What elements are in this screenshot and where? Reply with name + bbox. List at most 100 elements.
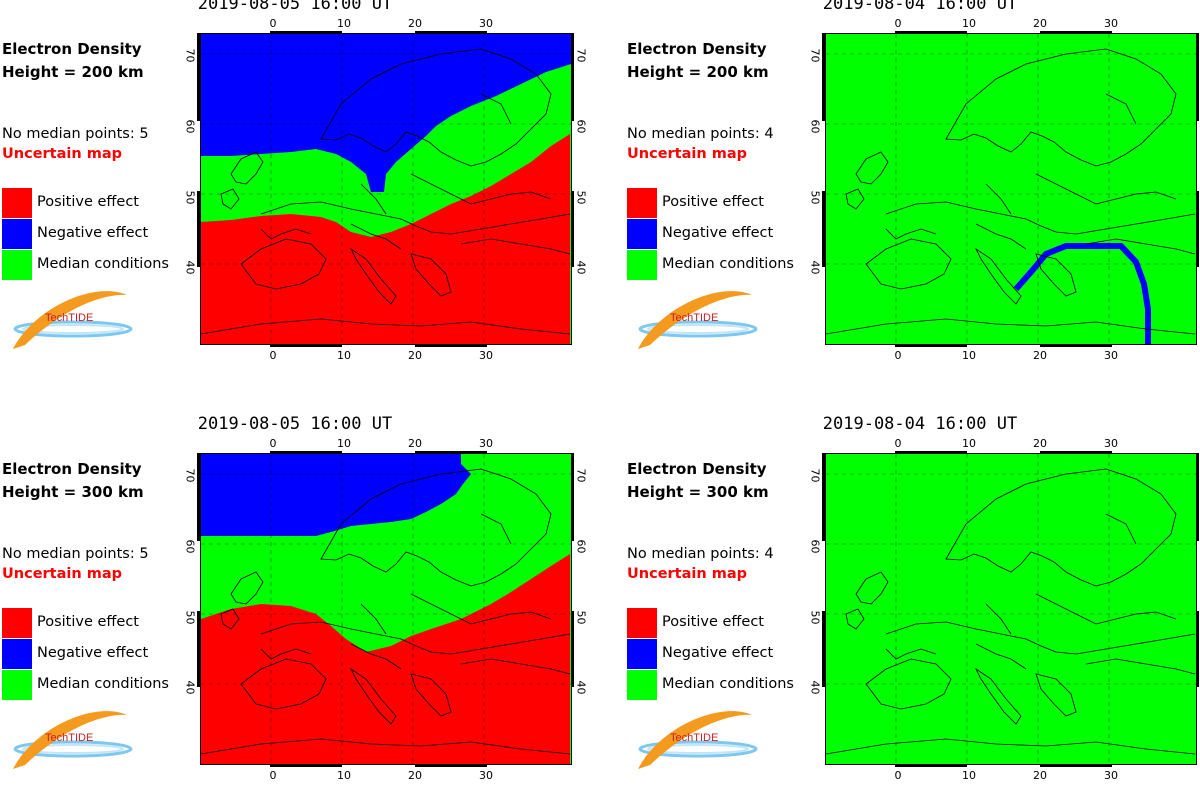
legend-label: Positive effect [37,194,139,210]
legend-swatch-median [627,250,657,280]
x-tick-top: 30 [479,437,493,450]
legend-median: Median conditions [2,250,182,280]
parameter-label: Electron Density [2,40,142,58]
legend-label: Positive effect [662,614,764,630]
y-tick-right: 40 [575,261,588,275]
axis-bar [415,451,487,454]
x-tick-top: 0 [895,17,902,30]
legend-label: Median conditions [662,256,794,272]
axis-bar [822,191,825,267]
legend-negative: Negative effect [2,639,182,669]
y-tick-left: 70 [809,49,822,63]
y-tick-left: 60 [809,540,822,554]
legend-negative: Negative effect [2,219,182,249]
map-svg [201,454,571,764]
x-tick-top: 10 [337,17,351,30]
logo-text: TechTIDE [45,312,93,324]
y-tick-right: 60 [575,120,588,134]
region-map [200,33,572,345]
logo-text: TechTIDE [670,312,718,324]
axis-bar [415,31,487,34]
axis-bar [1040,344,1112,347]
axis-bar [415,764,487,767]
parameter-label: Electron Density [2,460,142,478]
map-title: 2019-08-04 16:00 UT [625,414,1200,434]
legend-swatch-negative [2,219,32,249]
x-tick-top: 0 [270,437,277,450]
legend-label: Negative effect [37,225,148,241]
techtide-logo: TechTIDE [630,287,760,357]
axis-bar [1040,451,1112,454]
legend-swatch-median [627,670,657,700]
map-status-label: Uncertain map [627,566,747,582]
median-region [826,454,1196,764]
region-map [200,453,572,765]
x-tick-bottom: 0 [895,769,902,782]
y-tick-left: 60 [809,120,822,134]
legend-label: Negative effect [37,645,148,661]
median-points-label: No median points: 4 [627,126,774,142]
axis-bar [822,611,825,687]
axis-bar [1040,764,1112,767]
x-tick-bottom: 10 [337,769,351,782]
x-tick-top: 0 [270,17,277,30]
map-title: 2019-08-05 16:00 UT [0,0,590,14]
y-tick-left: 50 [809,611,822,625]
x-tick-bottom: 0 [895,349,902,362]
x-tick-top: 20 [1033,17,1047,30]
axis-bar [822,33,825,121]
techtide-logo: TechTIDE [5,287,135,357]
map-status-label: Uncertain map [2,146,122,162]
legend-swatch-negative [627,219,657,249]
x-tick-top: 30 [1104,437,1118,450]
legend-label: Positive effect [662,194,764,210]
region-map [825,453,1197,765]
logo-text: TechTIDE [45,732,93,744]
y-tick-right: 70 [575,469,588,483]
legend-label: Median conditions [662,676,794,692]
x-tick-bottom: 0 [270,769,277,782]
y-tick-left: 40 [184,681,197,695]
median-points-label: No median points: 5 [2,126,149,142]
axis-bar [270,764,342,767]
legend-swatch-negative [627,639,657,669]
axis-bar [197,33,200,121]
axis-bar [895,31,967,34]
x-tick-top: 10 [962,17,976,30]
legend-label: Positive effect [37,614,139,630]
x-tick-top: 20 [408,437,422,450]
median-points-label: No median points: 4 [627,546,774,562]
map-title: 2019-08-04 16:00 UT [625,0,1200,14]
legend-swatch-positive [2,188,32,218]
y-tick-left: 50 [809,191,822,205]
legend-median: Median conditions [627,250,807,280]
y-tick-right: 70 [575,49,588,63]
height-label: Height = 300 km [2,483,144,501]
x-tick-bottom: 10 [337,349,351,362]
legend-label: Median conditions [37,676,169,692]
median-points-label: No median points: 5 [2,546,149,562]
x-tick-top: 20 [408,17,422,30]
x-tick-bottom: 30 [479,769,493,782]
axis-bar [1040,31,1112,34]
axis-bar [270,451,342,454]
legend-positive: Positive effect [2,188,182,218]
x-tick-top: 10 [337,437,351,450]
axis-bar [571,33,574,121]
axis-bar [822,453,825,541]
y-tick-left: 60 [184,540,197,554]
map-svg [826,454,1196,764]
map-status-label: Uncertain map [627,146,747,162]
median-region [826,34,1196,344]
height-label: Height = 300 km [627,483,769,501]
x-tick-bottom: 10 [962,769,976,782]
legend-label: Negative effect [662,645,773,661]
y-tick-right: 50 [575,611,588,625]
map-title: 2019-08-05 16:00 UT [0,414,590,434]
legend-swatch-median [2,250,32,280]
y-tick-left: 70 [184,469,197,483]
x-tick-bottom: 0 [270,349,277,362]
y-tick-right: 50 [575,191,588,205]
y-tick-left: 70 [809,469,822,483]
map-svg [826,34,1196,344]
